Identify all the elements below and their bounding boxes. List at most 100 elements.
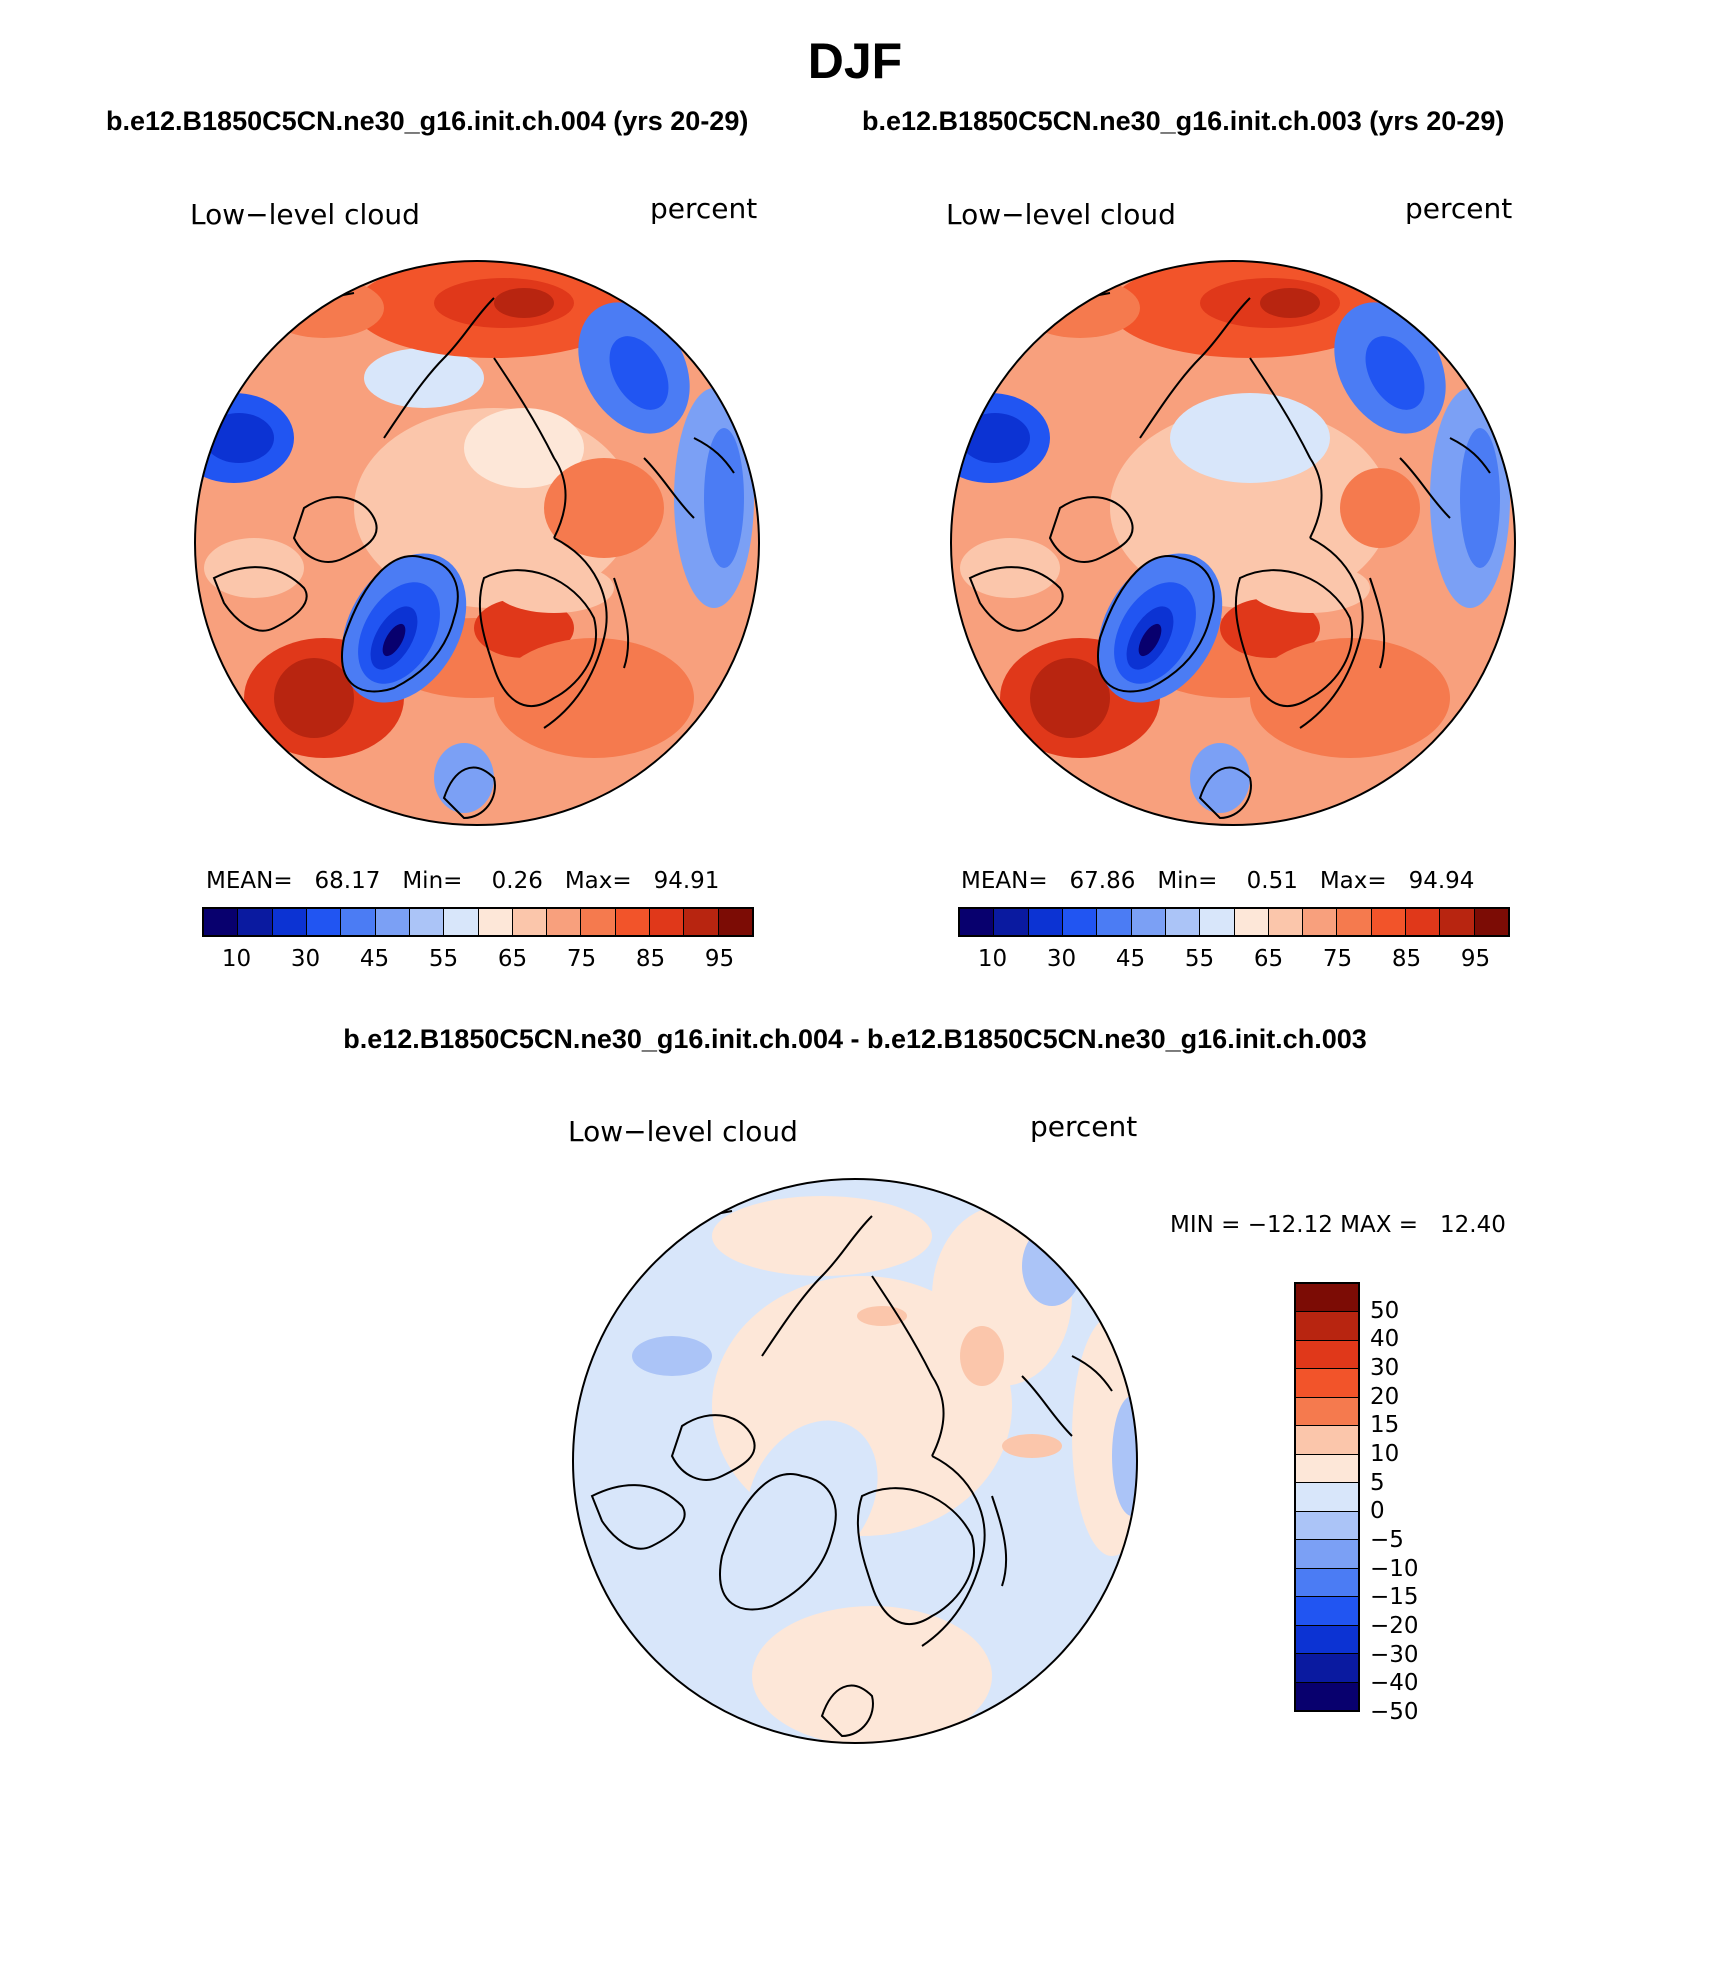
right-stats: MEAN= 67.86 Min= 0.51 Max= 94.94 — [961, 868, 1474, 894]
colorbar-swatch — [1234, 909, 1269, 935]
left-max-label: Max= — [564, 868, 632, 894]
colorbar-tick-label: 55 — [1184, 946, 1215, 972]
colorbar-tick-label: −50 — [1370, 1699, 1419, 1725]
diff-colorbar — [1294, 1282, 1360, 1712]
colorbar-tick-label: 75 — [1322, 946, 1353, 972]
colorbar-tick-label: −15 — [1370, 1584, 1419, 1611]
colorbar-swatch — [1296, 1654, 1358, 1683]
colorbar-swatch — [306, 909, 342, 935]
colorbar-swatch — [1296, 1340, 1358, 1370]
colorbar-swatch — [1296, 1312, 1358, 1341]
colorbar-swatch — [1303, 909, 1338, 935]
colorbar-swatch — [1296, 1483, 1358, 1512]
colorbar-tick-label: 30 — [1046, 946, 1077, 972]
colorbar-swatch — [547, 909, 582, 935]
colorbar-swatch — [1296, 1625, 1358, 1655]
right-mean-label: MEAN= — [961, 868, 1048, 894]
right-variable-label: Low−level cloud — [946, 198, 1176, 231]
colorbar-swatch — [960, 909, 995, 935]
right-max-label: Max= — [1319, 868, 1387, 894]
colorbar-swatch — [409, 909, 445, 935]
colorbar-swatch — [204, 909, 239, 935]
left-max-value: 94.91 — [653, 868, 720, 894]
colorbar-swatch — [1097, 909, 1132, 935]
diff-colorbar-ticks: 50 40 30 20 15 10 5 0 −5 −10 −15 −20 −30 −40 −50 — [1370, 1282, 1450, 1725]
colorbar-tick-label: 10 — [977, 946, 1008, 972]
colorbar-swatch — [1296, 1682, 1358, 1711]
left-min-value: 0.26 — [491, 868, 543, 894]
left-polar-map — [194, 260, 760, 826]
colorbar-tick-label: −30 — [1370, 1641, 1419, 1668]
colorbar-swatch — [1200, 909, 1235, 935]
colorbar-tick-label: 50 — [1370, 1297, 1400, 1324]
colorbar-swatch — [650, 909, 685, 935]
colorbar-swatch — [1296, 1597, 1358, 1626]
colorbar-tick-label: 95 — [1460, 946, 1491, 972]
colorbar-swatch — [341, 909, 376, 935]
left-mean-label: MEAN= — [206, 868, 293, 894]
colorbar-swatch — [1337, 909, 1372, 935]
colorbar-swatch — [272, 909, 307, 935]
right-max-value: 94.94 — [1408, 868, 1475, 894]
left-colorbar — [202, 907, 754, 937]
colorbar-swatch — [581, 909, 616, 935]
figure-title: DJF — [807, 33, 903, 89]
colorbar-swatch — [512, 909, 548, 935]
colorbar-tick-label: 85 — [635, 946, 666, 972]
colorbar-swatch — [478, 909, 513, 935]
colorbar-tick-label: 40 — [1370, 1326, 1400, 1353]
colorbar-tick-label: 0 — [1370, 1498, 1385, 1525]
right-colorbar — [958, 907, 1510, 937]
left-units-label: percent — [650, 192, 758, 225]
colorbar-tick-label: 15 — [1370, 1412, 1400, 1439]
right-min-value: 0.51 — [1246, 868, 1298, 894]
colorbar-swatch — [1131, 909, 1166, 935]
colorbar-swatch — [238, 909, 273, 935]
left-case-title: b.e12.B1850C5CN.ne30_g16.init.ch.004 (yr… — [106, 106, 749, 136]
diff-units-label: percent — [1030, 1110, 1138, 1143]
colorbar-tick-label: −5 — [1370, 1527, 1404, 1553]
right-min-label: Min= — [1157, 868, 1218, 894]
colorbar-tick-label: 95 — [704, 946, 735, 972]
colorbar-swatch — [375, 909, 410, 935]
colorbar-swatch — [1296, 1568, 1358, 1598]
colorbar-swatch — [444, 909, 479, 935]
diff-min-max: MIN = −12.12 MAX = 12.40 — [1170, 1212, 1506, 1238]
colorbar-swatch — [1165, 909, 1201, 935]
colorbar-tick-label: 10 — [1370, 1441, 1400, 1467]
diff-variable-label: Low−level cloud — [568, 1115, 798, 1148]
colorbar-swatch — [1296, 1540, 1358, 1569]
colorbar-swatch — [1406, 909, 1441, 935]
colorbar-swatch — [1296, 1454, 1358, 1484]
colorbar-swatch — [1440, 909, 1475, 935]
colorbar-tick-label: −10 — [1370, 1555, 1419, 1582]
left-colorbar-ticks: 10 30 45 55 65 75 85 95 — [202, 946, 754, 976]
right-units-label: percent — [1405, 192, 1513, 225]
colorbar-tick-label: 65 — [1253, 946, 1284, 972]
colorbar-tick-label: 65 — [497, 946, 528, 972]
left-mean-value: 68.17 — [314, 868, 381, 894]
colorbar-tick-label: 55 — [428, 946, 459, 972]
colorbar-swatch — [1371, 909, 1407, 935]
colorbar-swatch — [1028, 909, 1063, 935]
colorbar-swatch — [1268, 909, 1304, 935]
colorbar-tick-label: 10 — [221, 946, 252, 972]
colorbar-swatch — [718, 909, 752, 935]
colorbar-tick-label: 20 — [1370, 1383, 1400, 1410]
colorbar-tick-label: −40 — [1370, 1670, 1419, 1697]
difference-polar-map — [572, 1178, 1138, 1744]
colorbar-swatch — [994, 909, 1029, 935]
right-case-title: b.e12.B1850C5CN.ne30_g16.init.ch.003 (yr… — [862, 106, 1505, 136]
colorbar-tick-label: 85 — [1391, 946, 1422, 972]
colorbar-tick-label: 75 — [566, 946, 597, 972]
right-colorbar-ticks: 10 30 45 55 65 75 85 95 — [958, 946, 1510, 976]
colorbar-swatch — [1296, 1511, 1358, 1541]
colorbar-tick-label: −20 — [1370, 1613, 1419, 1639]
colorbar-tick-label: 45 — [359, 946, 390, 972]
colorbar-swatch — [1296, 1369, 1358, 1398]
colorbar-swatch — [1296, 1397, 1358, 1427]
colorbar-swatch — [1296, 1284, 1358, 1313]
left-variable-label: Low−level cloud — [190, 198, 420, 231]
colorbar-swatch — [615, 909, 651, 935]
left-stats: MEAN= 68.17 Min= 0.26 Max= 94.91 — [206, 868, 719, 894]
